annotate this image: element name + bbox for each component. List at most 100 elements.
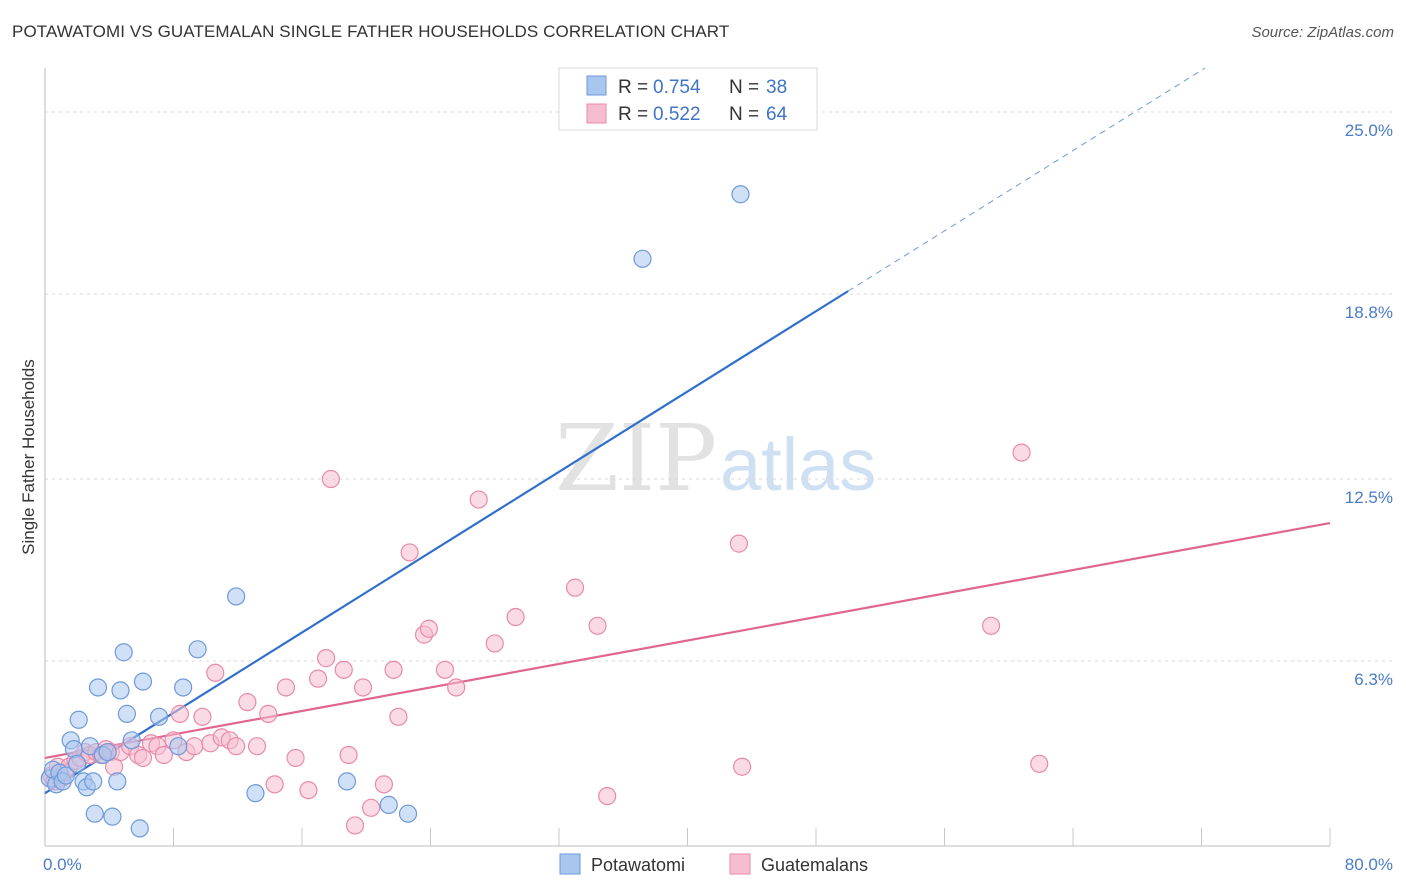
legend-r-label-pink: R = [618,104,648,125]
legend-r-label-blue: R = [618,77,648,98]
point-potawatomi-34 [398,804,418,823]
tick-labels: 6.3% 12.5% 18.8% 25.0% 0.0% 80.0% [43,121,1393,874]
point-potawatomi-5 [56,766,75,785]
point-potawatomi-28 [174,678,193,697]
point-potawatomi-32 [337,772,357,791]
point-guatemalans-52 [419,619,438,638]
point-guatemalans-26 [193,707,212,726]
legend-n-label-pink: N = [729,104,759,125]
x-tick-label-0: 0.0% [43,855,82,874]
point-potawatomi-23 [122,731,141,750]
point-guatemalans-43 [339,745,358,765]
point-guatemalans-25 [185,737,204,756]
point-potawatomi-8 [68,754,87,773]
point-guatemalans-58 [565,578,585,597]
point-guatemalans-48 [384,660,403,679]
point-potawatomi-26 [149,707,169,726]
point-potawatomi-21 [114,643,133,662]
bottom-legend-label-potawatomi: Potawatomi [591,855,685,875]
point-potawatomi-13 [84,772,103,791]
point-guatemalans-42 [334,660,353,679]
point-guatemalans-32 [238,693,257,712]
point-guatemalans-36 [276,678,296,697]
point-potawatomi-36 [731,185,750,204]
legend-n-label-blue: N = [729,77,759,98]
gridlines [45,111,1395,662]
point-guatemalans-33 [247,737,267,756]
point-guatemalans-44 [345,816,365,835]
x-tick-label-1: 80.0% [1345,855,1393,874]
legend-swatch-pink [586,103,607,124]
point-potawatomi-18 [103,807,122,826]
trendline-extension-0 [847,67,1206,292]
point-guatemalans-31 [227,737,246,756]
point-potawatomi-14 [85,804,104,823]
point-guatemalans-53 [435,660,455,679]
point-guatemalans-46 [361,798,381,817]
point-guatemalans-47 [374,775,394,794]
point-guatemalans-40 [316,649,336,668]
point-guatemalans-56 [485,634,504,653]
point-potawatomi-7 [64,740,84,759]
bottom-legend: Potawatomi Guatemalans [559,853,868,875]
trendline-1 [44,521,1331,760]
legend-r-value-pink: 0.522 [653,104,701,125]
point-guatemalans-60 [598,786,617,806]
point-potawatomi-35 [633,249,652,268]
point-potawatomi-12 [80,737,100,756]
legend-swatch-blue [586,75,607,96]
point-potawatomi-19 [108,772,127,791]
point-potawatomi-24 [130,819,149,838]
point-guatemalans-38 [299,781,318,800]
point-potawatomi-27 [169,737,188,756]
point-potawatomi-20 [111,681,130,700]
legend-n-value-blue: 38 [766,77,787,98]
point-guatemalans-54 [447,678,466,697]
point-guatemalans-45 [353,678,373,697]
point-guatemalans-50 [400,543,419,562]
point-guatemalans-23 [170,704,190,723]
chart-title: POTAWATOMI VS GUATEMALAN SINGLE FATHER H… [12,22,730,41]
y-tick-label-3: 25.0% [1345,121,1393,140]
point-potawatomi-17 [98,742,117,762]
point-guatemalans-35 [265,775,284,794]
point-guatemalans-63 [981,616,1001,635]
y-tick-label-2: 18.8% [1345,303,1393,322]
axes [44,68,1331,847]
point-potawatomi-33 [379,795,398,814]
bottom-legend-swatch-blue [559,853,581,875]
point-potawatomi-31 [246,784,265,803]
point-guatemalans-55 [469,490,488,509]
point-guatemalans-64 [1012,443,1031,462]
y-axis-label: Single Father Households [19,359,38,555]
legend-r-value-blue: 0.754 [653,77,701,98]
point-guatemalans-62 [733,757,752,776]
legend-n-value-pink: 64 [766,104,788,125]
point-guatemalans-28 [206,663,225,682]
point-guatemalans-37 [286,748,305,768]
point-guatemalans-34 [259,704,278,723]
data-points [40,185,1049,838]
point-guatemalans-49 [389,707,408,726]
watermark-atlas: atlas [720,423,876,506]
point-guatemalans-39 [308,669,328,688]
legend: R = 0.754 N = 38 R = 0.522 N = 64 [558,67,818,131]
point-guatemalans-61 [729,534,749,553]
bottom-legend-swatch-pink [729,853,751,875]
source-label: Source: ZipAtlas.com [1251,24,1394,41]
point-guatemalans-57 [506,607,525,627]
point-guatemalans-21 [154,745,173,765]
point-guatemalans-59 [588,616,607,635]
point-guatemalans-65 [1030,754,1049,773]
y-tick-label-0: 6.3% [1354,670,1393,689]
point-potawatomi-15 [88,678,108,697]
point-guatemalans-41 [321,469,341,489]
y-tick-label-1: 12.5% [1345,488,1393,507]
bottom-legend-label-guatemalans: Guatemalans [761,855,868,875]
point-potawatomi-30 [227,587,246,606]
point-potawatomi-29 [188,640,207,659]
point-guatemalans-18 [133,748,153,768]
point-potawatomi-25 [133,672,153,691]
point-potawatomi-9 [69,710,88,729]
